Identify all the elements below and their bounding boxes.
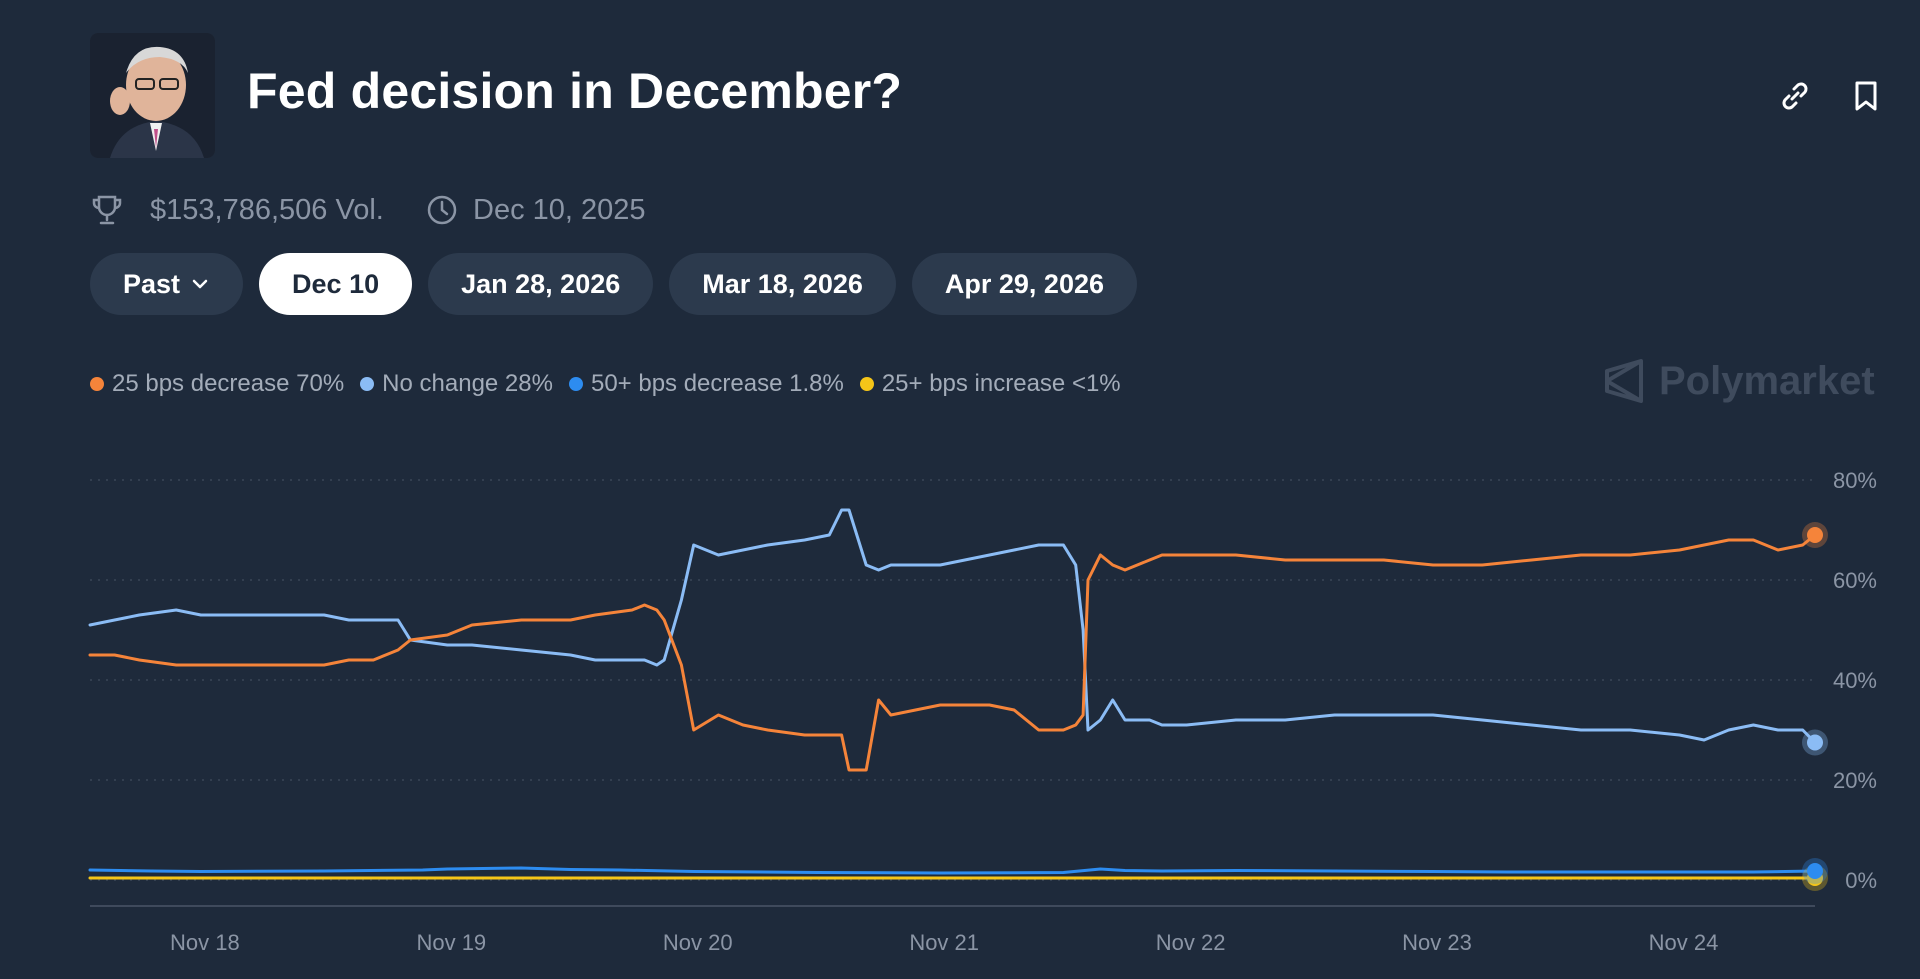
volume-text: $153,786,506 Vol. [150, 193, 384, 226]
x-tick-label: Nov 21 [909, 930, 979, 955]
legend-item-25bps-decrease: 25 bps decrease 70% [90, 370, 344, 398]
legend-dot [360, 377, 375, 391]
series-endpoint-marker [1807, 734, 1823, 751]
series-line-25-bps-decrease [88, 533, 1817, 772]
legend-item-no-change: No change 28% [360, 370, 553, 398]
y-tick-label: 40% [1833, 668, 1877, 693]
legend-label: 25 bps decrease 70% [112, 370, 345, 397]
copy-link-button[interactable] [1777, 78, 1813, 114]
tab-apr-29-2026-label: Apr 29, 2026 [944, 268, 1104, 299]
legend-label: 25+ bps increase <1% [881, 370, 1121, 397]
tab-past-label: Past [123, 268, 181, 299]
series-line-50-bps-decrease [88, 866, 1817, 875]
tab-mar-18-2026-label: Mar 18, 2026 [702, 268, 863, 299]
legend-dot [859, 377, 874, 391]
watermark-text: Polymarket [1659, 358, 1875, 403]
legend-dot [90, 377, 104, 391]
y-tick-label: 0% [1845, 868, 1877, 893]
y-tick-label: 20% [1833, 768, 1877, 793]
tab-mar-18-2026[interactable]: Mar 18, 2026 [669, 253, 896, 315]
legend-item-25bps-increase: 25+ bps increase <1% [859, 370, 1121, 398]
polymarket-watermark: Polymarket [1603, 358, 1875, 404]
tab-past[interactable]: Past [90, 253, 244, 315]
x-tick-label: Nov 19 [416, 930, 486, 955]
x-tick-label: Nov 23 [1402, 930, 1472, 955]
tab-jan-28-2026-label: Jan 28, 2026 [461, 268, 621, 299]
end-date-text: Dec 10, 2025 [473, 193, 646, 226]
series-line-no-change [88, 508, 1817, 744]
y-tick-label: 80% [1833, 468, 1877, 493]
x-tick-label: Nov 24 [1649, 930, 1719, 955]
tab-apr-29-2026[interactable]: Apr 29, 2026 [911, 253, 1137, 315]
y-tick-label: 60% [1833, 568, 1877, 593]
legend-label: 50+ bps decrease 1.8% [590, 370, 844, 397]
polymarket-logo-icon [1605, 359, 1643, 403]
trophy-icon [92, 195, 122, 225]
chevron-down-icon [190, 274, 210, 294]
tab-jan-28-2026[interactable]: Jan 28, 2026 [428, 253, 654, 315]
bookmark-button[interactable] [1848, 78, 1884, 114]
bookmark-icon [1855, 81, 1877, 111]
volume-info: $153,786,506 Vol. [90, 190, 384, 230]
person-photo-icon [90, 33, 215, 158]
clock-icon [427, 195, 457, 225]
x-tick-label: Nov 20 [663, 930, 733, 955]
legend-item-50bps-decrease: 50+ bps decrease 1.8% [568, 370, 844, 398]
tab-dec-10-label: Dec 10 [292, 268, 380, 299]
legend-label: No change 28% [382, 370, 553, 397]
series-endpoint-marker [1807, 863, 1823, 879]
market-avatar [90, 33, 215, 158]
x-tick-label: Nov 22 [1156, 930, 1226, 955]
end-date-info: Dec 10, 2025 [425, 190, 646, 230]
tab-dec-10[interactable]: Dec 10 [259, 253, 413, 315]
x-tick-label: Nov 18 [170, 930, 240, 955]
page-title: Fed decision in December? [247, 63, 903, 119]
series-endpoint-marker [1807, 527, 1823, 543]
link-icon [1782, 82, 1808, 110]
legend-dot [568, 377, 583, 391]
date-tabs: Past Dec 10 Jan 28, 2026 Mar 18, 2026 Ap… [90, 253, 1137, 315]
chart-legend: 25 bps decrease 70% No change 28% 50+ bp… [90, 370, 1121, 398]
